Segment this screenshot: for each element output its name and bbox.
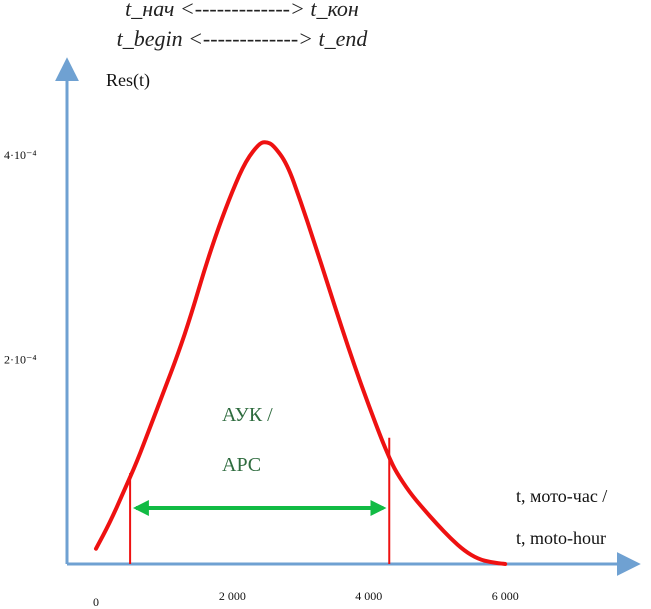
annotation-line-2: АРС <box>222 454 261 476</box>
annotation-line-1: АУК / <box>222 404 273 426</box>
x-axis-label-line-2: t, moto-hour <box>516 528 606 548</box>
y-tick-label: 2·10⁻⁴ <box>4 353 37 367</box>
x-tick-label: 6 000 <box>492 589 519 603</box>
header-line-1: t_нач <-------------> t_кон <box>125 0 359 21</box>
x-tick-label: 0 <box>93 595 99 609</box>
res-curve-line <box>94 140 508 566</box>
header-line-2: t_begin <-------------> t_end <box>117 26 369 51</box>
x-tick-labels: 0 2 000 4 000 6 000 <box>93 589 519 609</box>
x-tick-label: 2 000 <box>219 589 246 603</box>
y-tick-labels: 2·10⁻⁴ 4·10⁻⁴ <box>4 148 37 366</box>
x-axis-label-line-1: t, мото-час / <box>516 486 607 506</box>
x-tick-label: 4 000 <box>355 589 382 603</box>
y-axis-label: Res(t) <box>106 70 150 91</box>
y-tick-label: 4·10⁻⁴ <box>4 148 37 162</box>
